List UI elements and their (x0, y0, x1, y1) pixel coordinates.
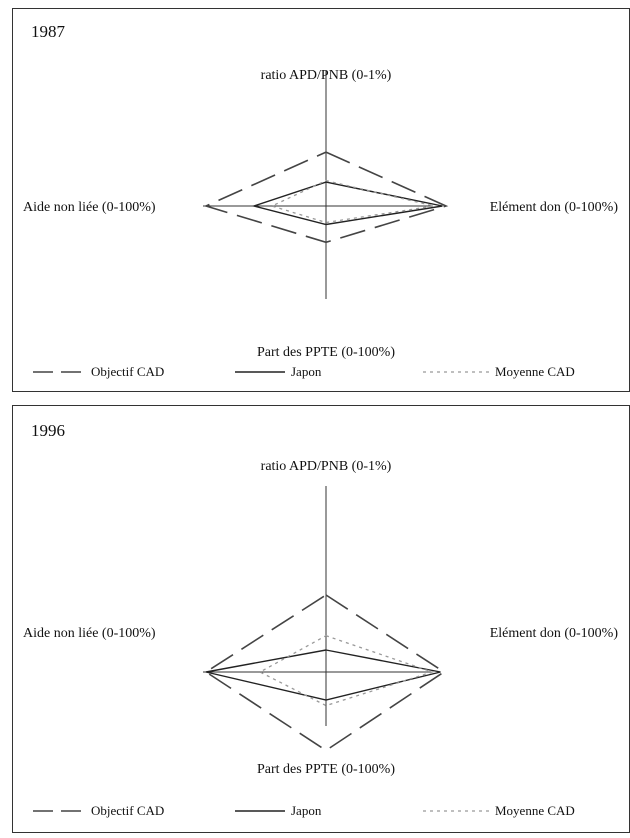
legend-label-japon: Japon (291, 803, 322, 818)
axis-label-aide-non-liee: Aide non liée (0-100%) (23, 626, 156, 641)
series-japon-1987 (251, 181, 443, 226)
chart-title-1987: 1987 (31, 22, 66, 41)
axis-label-part-des-ppte: Part des PPTE (0-100%) (257, 762, 395, 777)
axis-label-element-don: Elément don (0-100%) (490, 200, 619, 215)
series-objectif-cad-1987 (203, 151, 449, 244)
series-objectif-cad-1996 (204, 594, 446, 752)
legend-label-moyenne-cad: Moyenne CAD (495, 364, 575, 379)
legend-label-objectif-cad: Objectif CAD (91, 364, 164, 379)
radar-svg-1996: 1996 ratio APD/PNB (0-1%) Elément don (0-1… (23, 421, 619, 818)
radar-chart-1987: 1987 ratio APD/PNB (0-1%) Elément don (0-1… (12, 8, 630, 392)
radar-chart-1996: 1996 ratio APD/PNB (0-1%) Elément don (0-1… (12, 405, 630, 833)
series-japon-1996 (205, 649, 441, 701)
legend-label-moyenne-cad: Moyenne CAD (495, 803, 575, 818)
legend-label-japon: Japon (291, 364, 322, 379)
series-moyenne-cad-1987 (270, 179, 435, 224)
legend-label-objectif-cad: Objectif CAD (91, 803, 164, 818)
chart-title-1996: 1996 (31, 421, 65, 440)
axis-label-part-des-ppte: Part des PPTE (0-100%) (257, 345, 395, 360)
axis-label-ratio-apd-pnb: ratio APD/PNB (0-1%) (261, 459, 392, 474)
axis-label-aide-non-liee: Aide non liée (0-100%) (23, 200, 156, 215)
radar-svg-1987: 1987 ratio APD/PNB (0-1%) Elément don (0-1… (23, 22, 619, 379)
axis-label-element-don: Elément don (0-100%) (490, 626, 619, 641)
axis-label-ratio-apd-pnb: ratio APD/PNB (0-1%) (261, 68, 392, 83)
series-moyenne-cad-1996 (258, 634, 435, 707)
